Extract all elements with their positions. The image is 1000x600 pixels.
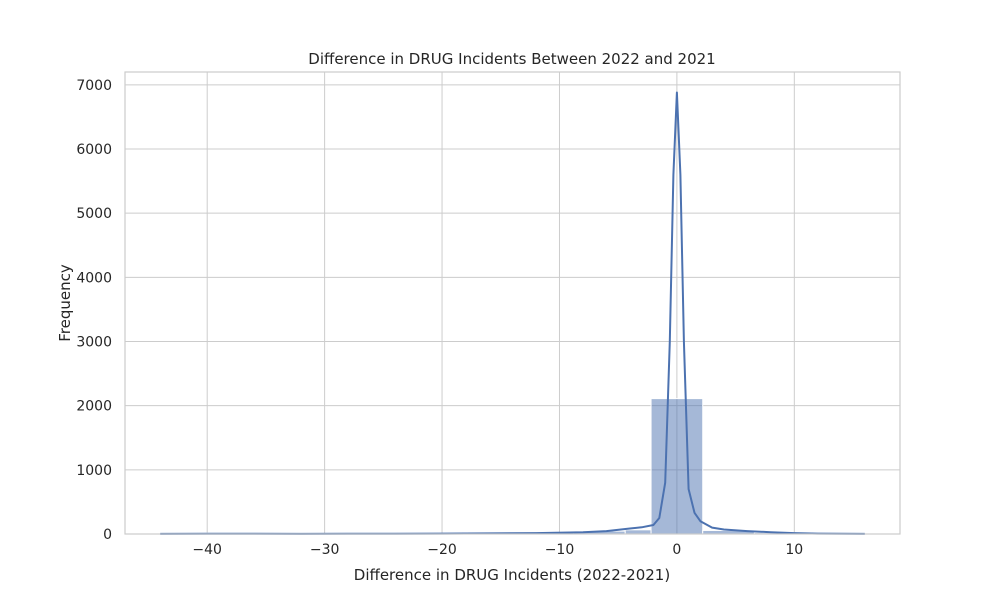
x-tick-label: −20 — [427, 542, 457, 558]
x-axis-label: Difference in DRUG Incidents (2022-2021) — [354, 566, 670, 584]
y-axis-label: Frequency — [56, 264, 74, 342]
y-tick-labels: 0 1000 2000 3000 4000 5000 6000 7000 — [76, 78, 112, 543]
chart-title: Difference in DRUG Incidents Between 202… — [308, 50, 715, 68]
histogram-bar — [624, 529, 652, 535]
y-gridlines — [125, 84, 900, 535]
x-tick-label: 0 — [672, 542, 681, 558]
y-tick-label: 1000 — [76, 463, 112, 479]
y-tick-label: 7000 — [76, 78, 112, 94]
x-tick-label: −10 — [545, 542, 575, 558]
y-tick-label: 3000 — [76, 335, 112, 351]
x-tick-label: −30 — [310, 542, 340, 558]
y-tick-label: 2000 — [76, 399, 112, 415]
y-tick-label: 0 — [103, 527, 112, 543]
plot-frame — [124, 71, 901, 535]
y-tick-label: 6000 — [76, 142, 112, 158]
x-tick-label: −40 — [192, 542, 222, 558]
x-tick-label: 10 — [785, 542, 803, 558]
x-tick-labels: −40 −30 −20 −10 0 10 — [192, 542, 803, 558]
y-tick-label: 4000 — [76, 270, 112, 286]
y-tick-label: 5000 — [76, 206, 112, 222]
